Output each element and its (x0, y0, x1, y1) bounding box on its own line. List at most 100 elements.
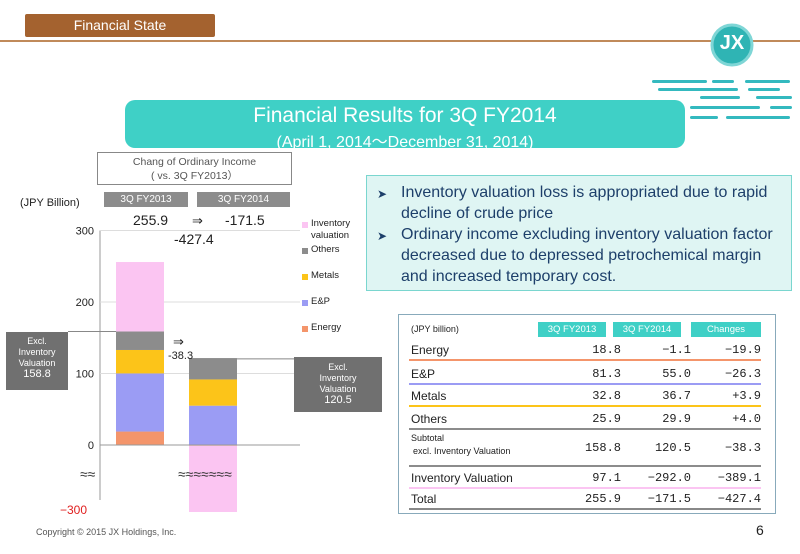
row-value-fy2014: 36.7 (662, 389, 691, 403)
row-label: Energy (411, 343, 450, 357)
row-label: Subtotal (411, 433, 445, 443)
row-underline (409, 428, 761, 430)
excl-box-value: 158.8 (23, 368, 51, 380)
change-caption: Chang of Ordinary Income ( vs. 3Q FY2013… (97, 152, 292, 185)
column-header-fy2014: 3Q FY2014 (197, 192, 290, 207)
copyright: Copyright © 2015 JX Holdings, Inc. (36, 527, 177, 537)
page-title: Financial Results for 3Q FY2014 (253, 104, 557, 127)
bullet-text: Inventory valuation loss is appropriated… (401, 184, 768, 222)
bar-segment (116, 262, 164, 332)
table-header: Changes (691, 322, 761, 337)
excl-box-line: Valuation (319, 384, 357, 394)
row-value-change: −427.4 (717, 492, 761, 506)
mid-change-value: -38.3 (168, 350, 194, 362)
axis-break-right: ≈≈≈≈≈≈≈ (178, 466, 232, 482)
excl-inventory-box-2013: Excl. Inventory Valuation 158.8 (6, 332, 68, 390)
legend-label: Inventory valuation (311, 218, 351, 241)
bullet-arrow-icon: ➤ (377, 229, 388, 243)
y-tick-label: 100 (76, 369, 94, 381)
deco-dash (770, 106, 792, 109)
row-label: Metals (411, 389, 447, 403)
row-label-sub: excl. Inventory Valuation (413, 446, 511, 456)
row-label: E&P (411, 367, 436, 381)
legend-label: Metals (311, 270, 339, 281)
row-value-fy2013: 255.9 (584, 492, 621, 506)
excl-box-value: 120.5 (324, 394, 352, 406)
row-value-change: +3.9 (732, 389, 761, 403)
change-caption-line1: Chang of Ordinary Income (132, 156, 257, 168)
row-underline (409, 383, 761, 385)
deco-dash (748, 88, 780, 91)
deco-dash (690, 116, 718, 119)
value-diff: -427.4 (174, 231, 214, 247)
excl-box-line: Valuation (18, 358, 56, 368)
value-fy2014: -171.5 (225, 212, 265, 228)
y-tick-label: 0 (88, 440, 94, 452)
row-underline (409, 359, 761, 361)
bar-segment (189, 358, 237, 380)
table-unit: (JPY billion) (411, 324, 459, 334)
page-number: 6 (756, 522, 764, 538)
excl-inventory-box-2014: Excl. Inventory Valuation 120.5 (294, 357, 382, 412)
deco-dash (756, 96, 792, 99)
column-header-fy2013: 3Q FY2013 (104, 192, 188, 207)
deco-dash (652, 80, 707, 83)
change-arrow: ⇒ (192, 213, 203, 228)
row-label: Inventory Valuation (411, 471, 513, 485)
mid-change-arrow: ⇒ (173, 334, 184, 349)
legend-label: Others (311, 244, 340, 255)
bar-segment (189, 405, 237, 445)
row-value-fy2014: −292.0 (647, 471, 691, 485)
legend-swatch (302, 248, 308, 254)
row-underline (409, 487, 761, 489)
bar-segment (116, 331, 164, 350)
section-tab: Financial State (25, 14, 215, 37)
row-label: Others (411, 412, 448, 426)
deco-dash (745, 80, 790, 83)
legend-swatch (302, 274, 308, 280)
bullet-item: ➤ Ordinary income excluding inventory va… (377, 224, 783, 287)
legend-label: Energy (311, 322, 342, 333)
deco-dash (712, 80, 734, 83)
table-header: 3Q FY2014 (613, 322, 681, 337)
row-value-fy2013: 18.8 (592, 343, 621, 357)
bullet-text: Ordinary income excluding inventory valu… (401, 226, 773, 285)
negative-axis-label: −300 (60, 503, 88, 517)
row-label: Total (411, 492, 437, 506)
bar-segment (116, 349, 164, 374)
row-value-fy2014: 55.0 (662, 367, 691, 381)
row-value-fy2013: 97.1 (592, 471, 621, 485)
unit-label: (JPY Billion) (20, 197, 80, 209)
legend-swatch (302, 222, 308, 228)
bar-segment (116, 431, 164, 445)
row-value-fy2013: 25.9 (592, 412, 621, 426)
deco-dash (658, 88, 738, 91)
row-value-change: −389.1 (717, 471, 761, 485)
row-underline (409, 405, 761, 407)
row-value-fy2013: 158.8 (584, 441, 621, 455)
axis-break-left: ≈≈ (80, 466, 96, 482)
excl-box-line: Excl. (328, 362, 348, 372)
logo-text: JX (719, 32, 745, 54)
row-value-fy2014: −171.5 (647, 492, 691, 506)
legend-swatch (302, 300, 308, 306)
row-value-change: −26.3 (724, 367, 761, 381)
bullet-item: ➤ Inventory valuation loss is appropriat… (377, 182, 783, 224)
row-value-fy2013: 32.8 (592, 389, 621, 403)
row-underline (409, 465, 761, 467)
title-banner: Financial Results for 3Q FY2014 (April 1… (125, 100, 685, 151)
bar-segment (189, 445, 237, 512)
row-value-fy2014: 120.5 (654, 441, 691, 455)
deco-dash (726, 116, 790, 119)
deco-dash (700, 96, 740, 99)
row-value-fy2014: −1.1 (662, 343, 691, 357)
excl-box-line: Inventory (319, 373, 357, 383)
y-tick-label: 300 (76, 226, 94, 238)
results-table: (JPY billion) 3Q FY2013 3Q FY2014 Change… (398, 314, 776, 514)
bar-segment (116, 373, 164, 432)
excl-box-line: Inventory (18, 347, 56, 357)
row-value-change: −38.3 (724, 441, 761, 455)
bar-segment (189, 379, 237, 406)
row-value-fy2013: 81.3 (592, 367, 621, 381)
